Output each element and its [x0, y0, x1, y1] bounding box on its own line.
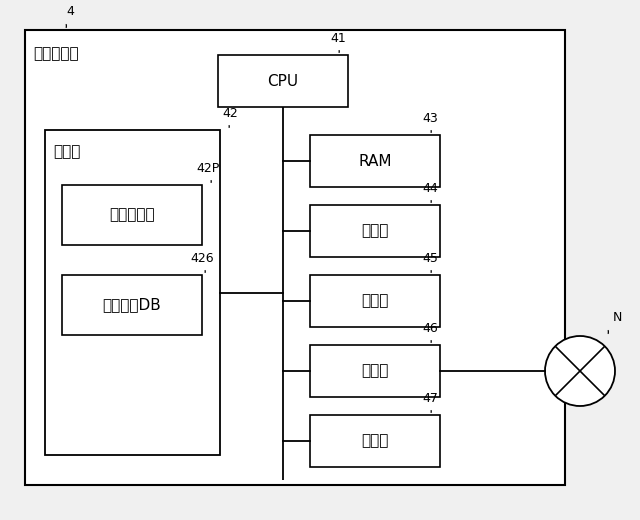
Bar — [310, 415, 440, 467]
Text: 44: 44 — [422, 182, 438, 195]
Text: 記憶部: 記憶部 — [53, 144, 81, 159]
Text: 入力部: 入力部 — [362, 224, 388, 239]
Bar — [218, 55, 348, 107]
Bar — [310, 135, 440, 187]
Text: プログラム: プログラム — [109, 207, 155, 223]
Text: CPU: CPU — [268, 73, 299, 88]
Bar — [25, 30, 565, 485]
Text: 計時部: 計時部 — [362, 434, 388, 448]
Text: 42P: 42P — [196, 162, 220, 175]
Text: 42: 42 — [222, 107, 238, 120]
Bar — [310, 345, 440, 397]
Text: 表示部: 表示部 — [362, 293, 388, 308]
Circle shape — [545, 336, 615, 406]
Bar — [62, 275, 202, 335]
Text: N: N — [613, 311, 622, 324]
Text: 通信部: 通信部 — [362, 363, 388, 379]
Text: 46: 46 — [422, 322, 438, 335]
Text: 43: 43 — [422, 112, 438, 125]
Text: 47: 47 — [422, 392, 438, 405]
Text: 効果情報DB: 効果情報DB — [102, 297, 161, 313]
Text: 41: 41 — [330, 32, 346, 45]
Text: 45: 45 — [422, 252, 438, 265]
Text: 4: 4 — [66, 5, 74, 18]
Text: サーバ装置: サーバ装置 — [33, 46, 79, 61]
Bar — [310, 205, 440, 257]
Bar — [62, 185, 202, 245]
Text: RAM: RAM — [358, 153, 392, 168]
Text: 426: 426 — [190, 252, 214, 265]
Bar — [45, 130, 220, 455]
Bar — [310, 275, 440, 327]
